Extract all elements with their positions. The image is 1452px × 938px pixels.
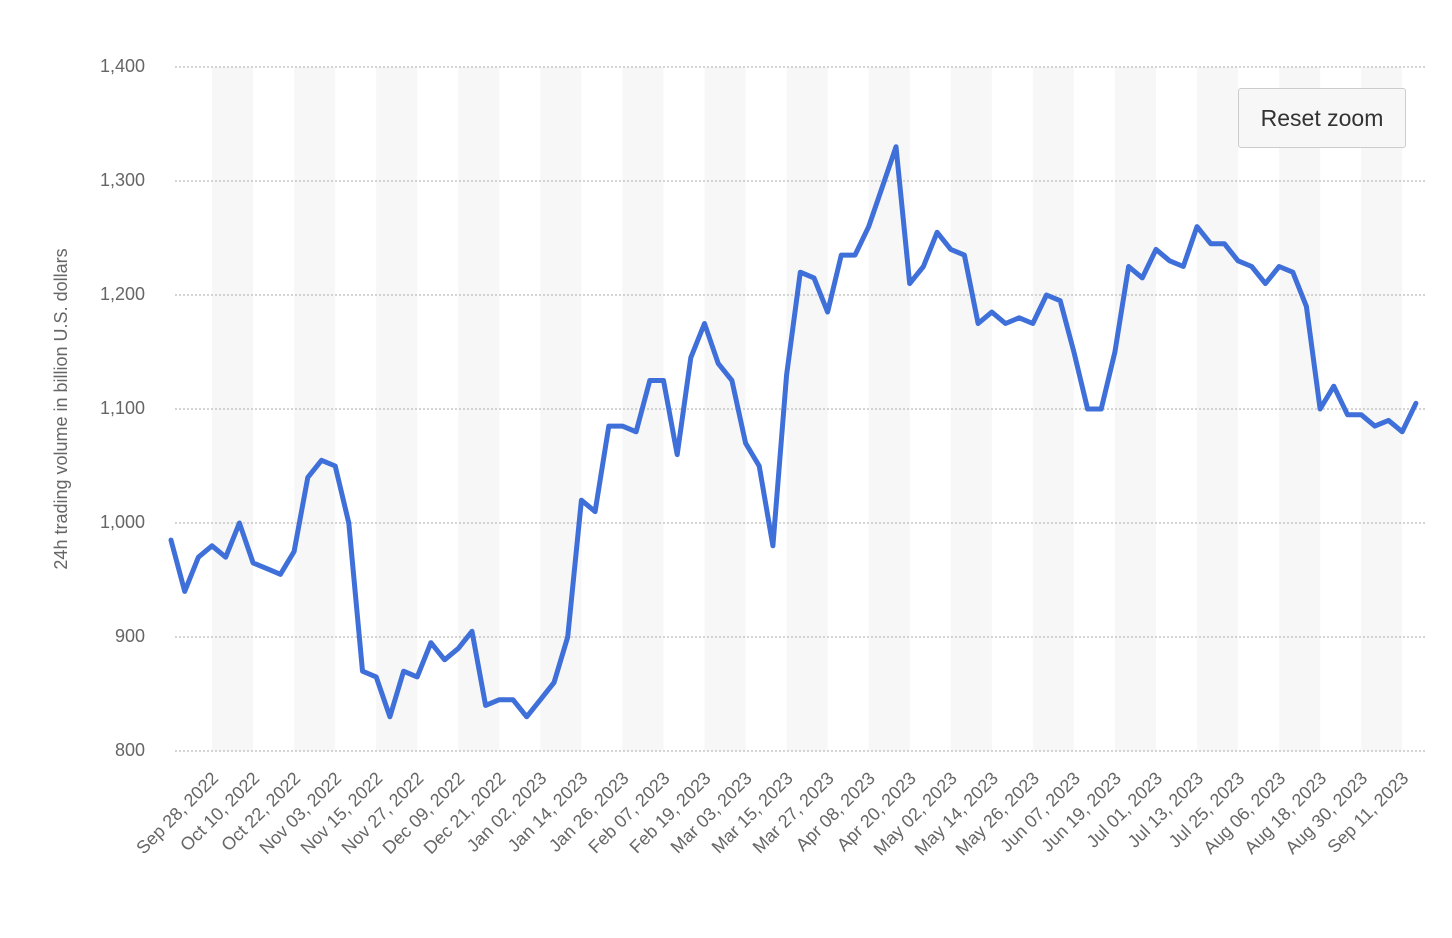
y-tick-label: 1,100 — [100, 398, 145, 418]
reset-zoom-button[interactable]: Reset zoom — [1238, 88, 1406, 148]
y-tick-label: 1,400 — [100, 56, 145, 76]
y-tick-label: 1,000 — [100, 512, 145, 532]
line-series — [168, 144, 1419, 720]
y-tick-label: 1,200 — [100, 284, 145, 304]
y-axis-label: 24h trading volume in billion U.S. dolla… — [51, 248, 71, 569]
y-tick-label: 800 — [115, 740, 145, 760]
y-tick-label: 900 — [115, 626, 145, 646]
y-tick-label: 1,300 — [100, 170, 145, 190]
